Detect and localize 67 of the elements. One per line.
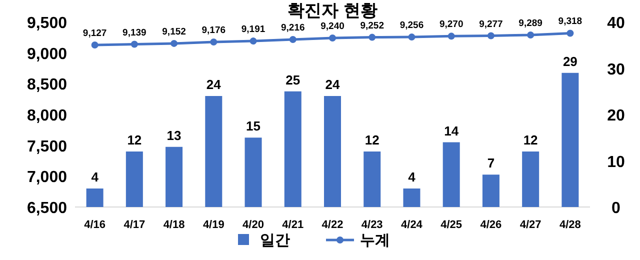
bar bbox=[284, 91, 302, 207]
data-label: 9,176 bbox=[202, 24, 226, 36]
y2-tick-label: 0 bbox=[612, 200, 621, 217]
bar bbox=[562, 72, 579, 207]
y2-tick-label: 30 bbox=[607, 61, 625, 78]
y2-tick-label: 10 bbox=[607, 154, 625, 171]
x-tick-label: 4/18 bbox=[163, 219, 185, 231]
x-tick-label: 4/25 bbox=[440, 219, 462, 231]
data-label: 29 bbox=[562, 54, 578, 69]
data-label: 7 bbox=[487, 156, 495, 171]
y-tick-label: 8,500 bbox=[26, 76, 68, 94]
x-tick-label: 4/28 bbox=[559, 219, 581, 231]
bar bbox=[442, 142, 460, 207]
data-label: 24 bbox=[325, 77, 340, 92]
data-label: 9,127 bbox=[82, 28, 107, 39]
data-label: 9,277 bbox=[479, 18, 503, 30]
bar bbox=[364, 152, 381, 207]
data-label: 9,256 bbox=[400, 20, 424, 32]
data-label: 9,318 bbox=[558, 16, 582, 28]
legend-label: 누계 bbox=[360, 232, 390, 249]
data-label: 25 bbox=[286, 72, 300, 88]
bar bbox=[482, 174, 500, 207]
chart-title: 확진자 현황 bbox=[288, 1, 378, 20]
data-label: 12 bbox=[523, 132, 538, 148]
data-label: 9,191 bbox=[241, 24, 266, 36]
x-tick-label: 4/26 bbox=[480, 219, 502, 231]
y-tick-label: 7,500 bbox=[26, 138, 68, 156]
y-tick-label: 7,000 bbox=[26, 169, 68, 186]
y-tick-label: 9,000 bbox=[26, 46, 68, 63]
data-label: 9,289 bbox=[518, 18, 542, 30]
x-tick-label: 4/16 bbox=[84, 219, 106, 231]
bar bbox=[166, 146, 183, 207]
data-label: 4 bbox=[408, 170, 416, 184]
bar bbox=[205, 96, 222, 207]
bar bbox=[86, 188, 104, 207]
bar bbox=[522, 152, 540, 207]
data-label: 4 bbox=[91, 170, 100, 184]
data-label: 9,152 bbox=[162, 26, 186, 38]
bar bbox=[324, 96, 341, 207]
x-tick-label: 4/24 bbox=[401, 219, 424, 231]
x-tick-label: 4/19 bbox=[202, 219, 224, 231]
x-tick-label: 4/17 bbox=[124, 219, 146, 231]
y-tick-label: 8,000 bbox=[26, 108, 68, 124]
x-tick-label: 4/27 bbox=[520, 219, 542, 231]
y2-tick-label: 40 bbox=[607, 15, 625, 32]
data-label: 9,216 bbox=[280, 22, 305, 34]
data-label: 12 bbox=[127, 132, 142, 148]
data-label: 14 bbox=[444, 123, 460, 138]
data-label: 9,252 bbox=[360, 20, 384, 32]
data-label: 13 bbox=[166, 128, 182, 143]
data-label: 9,270 bbox=[439, 19, 464, 30]
data-label: 9,139 bbox=[122, 27, 146, 38]
bar bbox=[244, 138, 262, 207]
bar bbox=[126, 152, 143, 207]
x-tick-label: 4/20 bbox=[242, 219, 264, 231]
data-label: 12 bbox=[364, 132, 380, 148]
data-label: 15 bbox=[246, 118, 261, 134]
bar bbox=[403, 188, 420, 207]
y-tick-label: 9,500 bbox=[26, 15, 68, 32]
x-tick-label: 4/21 bbox=[282, 219, 304, 231]
y2-tick-label: 20 bbox=[607, 108, 625, 124]
y-tick-label: 6,500 bbox=[26, 200, 68, 217]
x-tick-label: 4/22 bbox=[322, 219, 344, 231]
legend-label: 일간 bbox=[260, 232, 290, 249]
data-label: 24 bbox=[206, 77, 222, 92]
data-label: 9,240 bbox=[320, 21, 344, 32]
x-tick-label: 4/23 bbox=[361, 219, 383, 231]
